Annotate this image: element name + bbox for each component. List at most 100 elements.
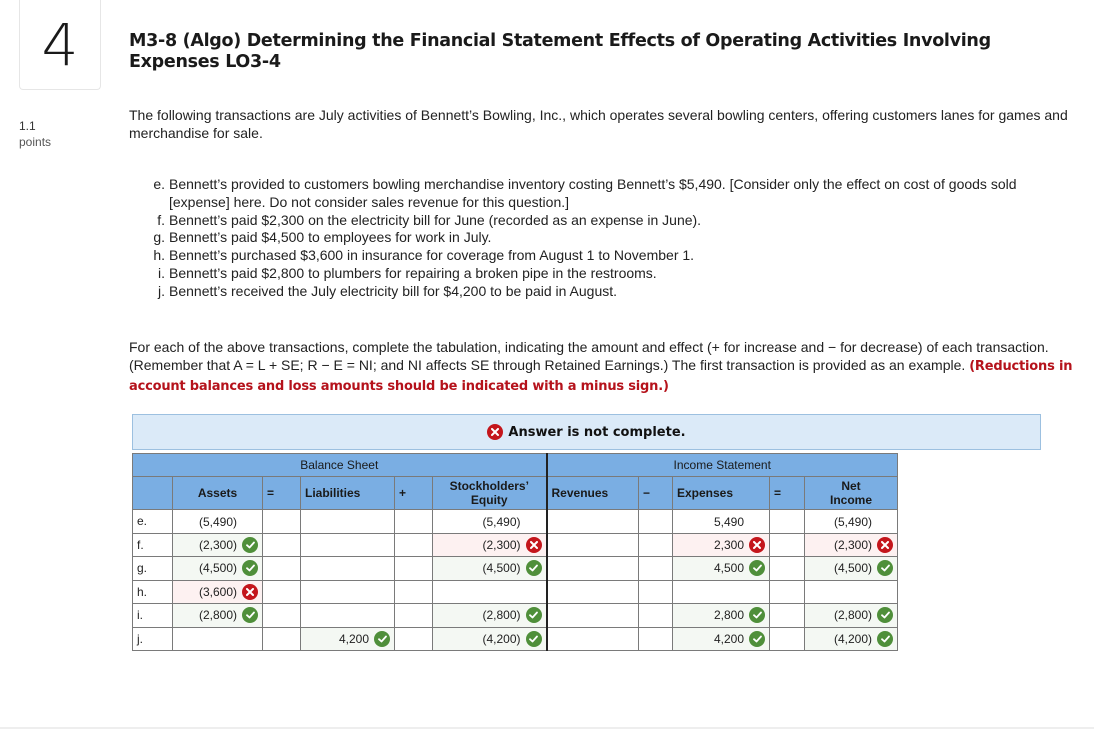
- equals-cell: [262, 532, 301, 557]
- net-income-input[interactable]: (2,300): [804, 532, 898, 557]
- check-circle-icon: [374, 630, 390, 647]
- table-row: j. 4,200 (4,200) 4,200 (4,200): [132, 626, 898, 651]
- transaction-item: j. Bennett’s received the July electricit…: [148, 283, 1078, 301]
- minus-cell: [638, 556, 673, 581]
- expenses-input[interactable]: 4,500: [672, 556, 770, 581]
- status-icon-slot: [875, 560, 893, 577]
- liabilities-input[interactable]: [300, 603, 395, 628]
- income-statement-header: Income Statement: [545, 453, 898, 477]
- expenses-input[interactable]: [672, 579, 770, 604]
- net-income-input[interactable]: (2,800): [804, 603, 898, 628]
- assets-input[interactable]: (3,600): [172, 579, 263, 604]
- stockholders-equity-input[interactable]: (4,200): [432, 626, 547, 651]
- se-header-line2: Equity: [470, 493, 508, 507]
- equals-cell-2: [769, 603, 805, 628]
- revenues-input[interactable]: [545, 532, 639, 557]
- plus-cell: [394, 509, 433, 534]
- assets-input[interactable]: (2,300): [172, 532, 263, 557]
- tabulation-table: Balance Sheet Income Statement Assets = …: [132, 453, 898, 651]
- net-income-input[interactable]: (5,490): [804, 509, 898, 534]
- expenses-value: 4,200: [713, 631, 744, 646]
- check-circle-icon: [525, 607, 542, 624]
- column-header-row: Assets = Liabilities + Stockholders’ Equ…: [132, 476, 898, 510]
- minus-header: −: [638, 476, 673, 510]
- net-income-value: (4,200): [833, 631, 872, 646]
- transaction-label: g.: [153, 229, 165, 246]
- assets-value: (2,800): [198, 608, 237, 623]
- net-income-value: (5,490): [833, 514, 872, 529]
- minus-cell: [638, 579, 673, 604]
- assets-input[interactable]: (5,490): [172, 509, 263, 534]
- transaction-label: e.: [153, 176, 165, 192]
- expenses-input[interactable]: 2,800: [672, 603, 770, 628]
- liabilities-input[interactable]: [300, 556, 395, 581]
- check-circle-icon: [242, 536, 258, 553]
- equals-cell-2: [769, 626, 805, 651]
- plus-cell: [394, 603, 433, 628]
- status-icon-slot: [747, 607, 765, 624]
- liabilities-input[interactable]: [300, 579, 395, 604]
- question-intro: The following transactions are July acti…: [129, 107, 1068, 141]
- expenses-value: 2,800: [713, 608, 744, 623]
- status-icon-slot: [240, 607, 258, 624]
- transaction-list: e. Bennett’s provided to customers bowlin…: [148, 176, 1078, 301]
- equals-header-2: =: [769, 476, 805, 510]
- row-label: g.: [132, 556, 173, 581]
- table-row: h. (3,600): [132, 579, 898, 604]
- expenses-header: Expenses: [672, 476, 770, 510]
- net-income-value: (4,500): [833, 561, 872, 576]
- expenses-input[interactable]: 5,490: [672, 509, 770, 534]
- net-income-input[interactable]: (4,200): [804, 626, 898, 651]
- minus-cell: [638, 509, 673, 534]
- transaction-text: Bennett’s received the July electricity …: [169, 282, 618, 299]
- assets-input[interactable]: [172, 626, 263, 651]
- assets-input[interactable]: (2,800): [172, 603, 263, 628]
- revenues-input[interactable]: [545, 509, 639, 534]
- revenues-input[interactable]: [545, 626, 639, 651]
- expenses-input[interactable]: 4,200: [672, 626, 770, 651]
- assets-value: (2,300): [198, 537, 237, 552]
- liabilities-value: 4,200: [338, 631, 369, 646]
- stockholders-equity-input[interactable]: (4,500): [432, 556, 547, 581]
- question-number: 4: [19, 0, 101, 90]
- check-circle-icon: [877, 630, 893, 647]
- minus-cell: [638, 532, 673, 557]
- stockholders-equity-input[interactable]: (2,300): [432, 532, 547, 557]
- x-circle-icon: [877, 536, 893, 553]
- liabilities-input[interactable]: [300, 532, 395, 557]
- liabilities-input[interactable]: [300, 509, 395, 534]
- stockholders-equity-input[interactable]: [432, 579, 547, 604]
- points-label: points: [19, 135, 52, 149]
- transaction-item: g. Bennett’s paid $4,500 to employees for…: [148, 229, 1078, 247]
- stockholders-equity-input[interactable]: (2,800): [432, 603, 547, 628]
- stockholders-equity-value: (2,800): [482, 608, 521, 623]
- minus-cell: [638, 626, 673, 651]
- transaction-text: Bennett’s purchased $3,600 in insurance …: [169, 247, 695, 264]
- equals-cell-2: [769, 509, 805, 534]
- x-circle-icon: [525, 536, 542, 553]
- revenues-header: Revenues: [545, 476, 639, 510]
- net-income-input[interactable]: (4,500): [804, 556, 898, 581]
- x-circle-icon: [487, 424, 504, 440]
- net-income-value: (2,300): [833, 537, 872, 552]
- equals-cell: [262, 509, 301, 534]
- liabilities-input[interactable]: 4,200: [300, 626, 395, 651]
- row-label: e.: [132, 509, 173, 534]
- status-icon-slot: [524, 536, 542, 553]
- table-row: f. (2,300) (2,300) 2,300 (2,300): [132, 532, 898, 557]
- revenues-input[interactable]: [545, 579, 639, 604]
- transaction-text: Bennett’s provided to customers bowling …: [169, 176, 1017, 210]
- transaction-label: h.: [153, 247, 165, 264]
- check-circle-icon: [525, 630, 542, 647]
- expenses-input[interactable]: 2,300: [672, 532, 770, 557]
- revenues-input[interactable]: [545, 603, 639, 628]
- assets-input[interactable]: (4,500): [172, 556, 263, 581]
- stockholders-equity-input[interactable]: (5,490): [432, 509, 547, 534]
- plus-cell: [394, 579, 433, 604]
- revenues-input[interactable]: [545, 556, 639, 581]
- equals-cell: [262, 626, 301, 651]
- transaction-text: Bennett’s paid $2,800 to plumbers for re…: [169, 264, 657, 281]
- page-divider: [0, 727, 1094, 729]
- net-income-input[interactable]: [804, 579, 898, 604]
- se-header-line1: Stockholders’: [449, 479, 529, 493]
